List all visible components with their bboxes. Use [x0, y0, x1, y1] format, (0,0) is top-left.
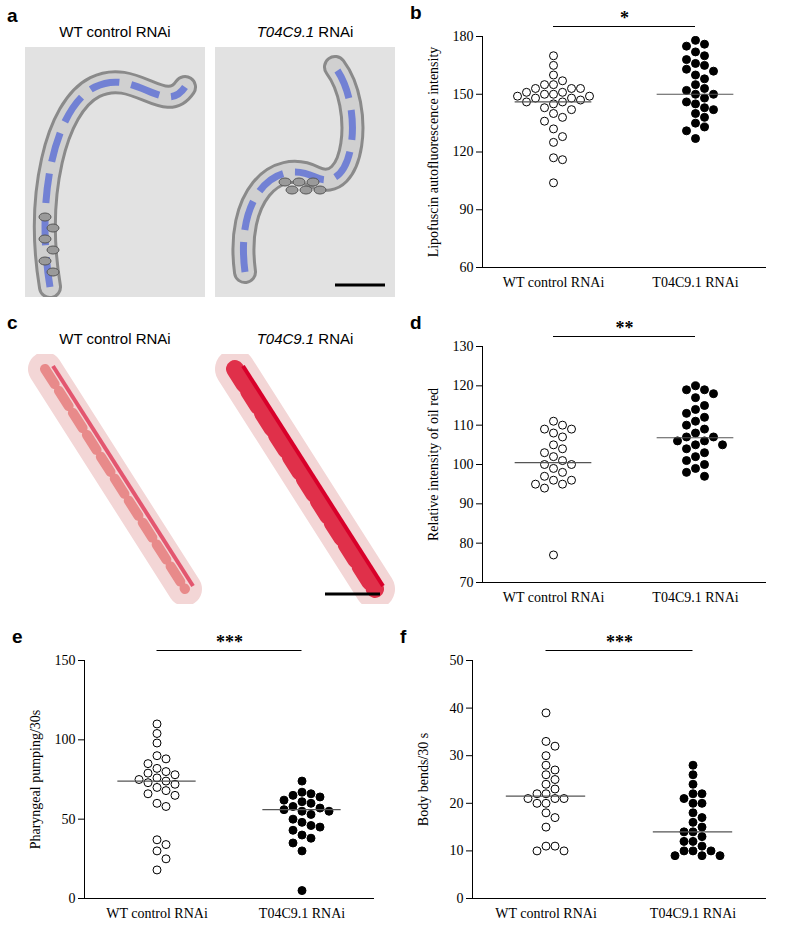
svg-text:***: *** [606, 632, 633, 652]
svg-text:*: * [620, 8, 629, 28]
svg-text:***: *** [216, 632, 243, 652]
svg-text:T04C9.1 RNAi: T04C9.1 RNAi [650, 906, 736, 921]
svg-text:WT control RNAi: WT control RNAi [106, 906, 208, 921]
html-text:WT control RNAi: WT control RNAi [59, 330, 171, 347]
html-text:d: d [410, 312, 422, 333]
svg-text:120: 120 [453, 378, 474, 393]
svg-text:150: 150 [55, 653, 76, 668]
html-text:WT control RNAi: WT control RNAi [59, 23, 171, 40]
svg-text:40: 40 [450, 701, 464, 716]
svg-text:90: 90 [460, 496, 474, 511]
svg-text:120: 120 [453, 144, 474, 159]
svg-text:100: 100 [453, 457, 474, 472]
svg-text:Body bends/30 s: Body bends/30 s [416, 733, 431, 826]
svg-text:90: 90 [460, 202, 474, 217]
svg-text:0: 0 [457, 891, 464, 906]
svg-text:70: 70 [460, 575, 474, 590]
svg-text:T04C9.1 RNAi: T04C9.1 RNAi [652, 590, 738, 605]
svg-text:WT control RNAi: WT control RNAi [503, 590, 605, 605]
svg-text:Lipofuscin autofluorescence in: Lipofuscin autofluorescence intensity [426, 47, 441, 258]
svg-text:60: 60 [460, 260, 474, 275]
html-text:a: a [7, 5, 18, 26]
svg-text:110: 110 [453, 418, 473, 433]
svg-text:Relative intensity of oil red: Relative intensity of oil red [426, 388, 441, 541]
svg-text:10: 10 [450, 843, 464, 858]
svg-text:30: 30 [450, 748, 464, 763]
svg-text:100: 100 [55, 732, 76, 747]
svg-text:180: 180 [453, 29, 474, 44]
svg-text:0: 0 [69, 891, 76, 906]
svg-text:150: 150 [453, 87, 474, 102]
html-text:f: f [400, 626, 407, 647]
html-text:T04C9.1 RNAi: T04C9.1 RNAi [256, 330, 354, 347]
svg-text:WT control RNAi: WT control RNAi [495, 906, 597, 921]
svg-text:T04C9.1 RNAi: T04C9.1 RNAi [652, 275, 738, 290]
svg-text:WT control RNAi: WT control RNAi [503, 275, 605, 290]
svg-text:80: 80 [460, 536, 474, 551]
svg-text:50: 50 [62, 812, 76, 827]
svg-text:20: 20 [450, 796, 464, 811]
svg-text:T04C9.1 RNAi: T04C9.1 RNAi [259, 906, 345, 921]
svg-text:130: 130 [453, 339, 474, 354]
html-text:e: e [12, 626, 23, 647]
html-text:T04C9.1 RNAi: T04C9.1 RNAi [256, 23, 354, 40]
svg-text:50: 50 [450, 653, 464, 668]
html-text:c: c [7, 312, 18, 333]
svg-text:**: ** [616, 318, 634, 338]
html-text:b: b [410, 2, 422, 23]
svg-text:Pharyngeal pumping/30s: Pharyngeal pumping/30s [28, 710, 43, 850]
